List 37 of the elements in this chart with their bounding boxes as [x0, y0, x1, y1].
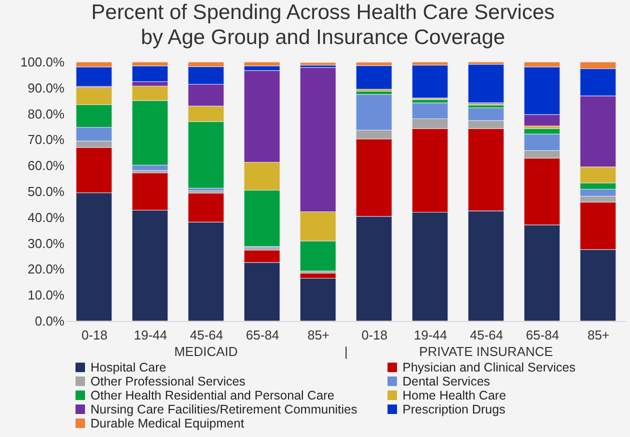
y-tick-label: 20.0%: [28, 262, 65, 277]
text: |: [344, 344, 348, 359]
y-tick-label: 90.0%: [28, 80, 65, 96]
legend-label: Other Professional Services: [90, 374, 246, 388]
legend-label: Home Health Care: [402, 388, 506, 402]
y-tick-label: 30.0%: [28, 236, 65, 251]
y-tick-label: 0.0%: [34, 314, 65, 328]
legend-label: Hospital Care: [90, 360, 166, 374]
y-tick-label: 60.0%: [28, 158, 65, 174]
x-tick-label: 19-44: [134, 328, 168, 342]
x-tick-label: 19-44: [414, 328, 448, 342]
x-tick-label: 85+: [587, 328, 610, 342]
legend-label: Physician and Clinical Services: [402, 360, 576, 374]
y-tick-label: 40.0%: [28, 210, 65, 225]
x-tick-label: 85+: [307, 328, 330, 342]
x-tick-label: 65-84: [526, 328, 560, 342]
y-tick-label: 80.0%: [28, 106, 65, 122]
x-tick-label: 45-64: [190, 328, 224, 342]
x-tick-label: 0-18: [361, 328, 388, 342]
legend-label: Dental Services: [402, 374, 490, 388]
y-tick-label: 50.0%: [28, 184, 65, 199]
y-tick-label: 100.0%: [20, 54, 65, 70]
chart-title: Percent of Spending Across Health Care Services by Age Group and Insurance Coverage: [91, 1, 555, 49]
bar: [356, 65, 392, 90]
x-tick-label: 0-18: [81, 328, 108, 342]
legend-label: Prescription Drugs: [402, 402, 506, 416]
y-tick-label: 70.0%: [28, 132, 65, 148]
x-tick-label: 65-84: [246, 328, 280, 342]
legend-label: Other Health Residential and Personal Care: [90, 388, 334, 402]
legend-label: Durable Medical Equipment: [90, 416, 245, 430]
x-tick-label: 45-64: [470, 328, 504, 342]
bar: [468, 64, 504, 103]
y-tick-label: 10.0%: [28, 288, 65, 303]
text: PRIVATE INSURANCE: [419, 344, 554, 359]
bar: [300, 62, 336, 66]
legend-label: Nursing Care Facilities/Retirement Communities: [90, 402, 358, 416]
text: MEDICAID: [174, 344, 238, 359]
